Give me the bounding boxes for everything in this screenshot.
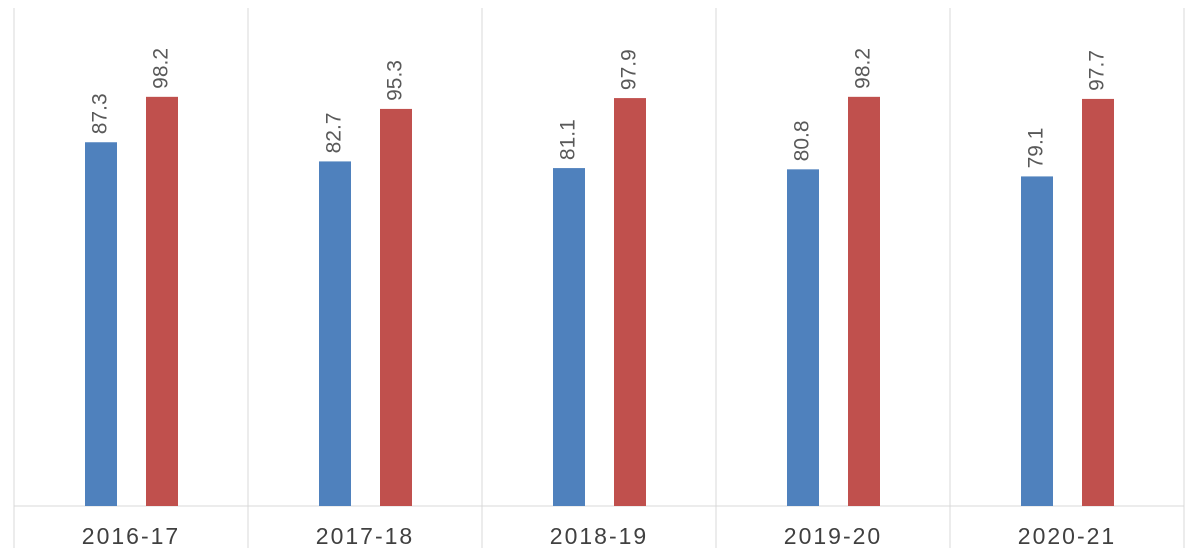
x-tick-label: 2018-19 bbox=[550, 523, 648, 549]
data-label: 82.7 bbox=[323, 113, 346, 154]
data-label: 81.1 bbox=[557, 119, 580, 160]
x-tick-label: 2016-17 bbox=[82, 523, 180, 549]
x-tick-label: 2017-18 bbox=[316, 523, 414, 549]
bar bbox=[146, 96, 178, 506]
bar bbox=[1082, 98, 1114, 507]
x-tick-label: 2019-20 bbox=[784, 523, 882, 549]
bar bbox=[848, 96, 880, 506]
bar bbox=[553, 168, 585, 507]
data-label: 95.3 bbox=[384, 60, 407, 101]
bar bbox=[319, 161, 351, 506]
data-label: 97.7 bbox=[1086, 50, 1109, 91]
data-label: 98.2 bbox=[150, 48, 173, 89]
data-label: 87.3 bbox=[89, 93, 112, 134]
x-tick-label: 2020-21 bbox=[1018, 523, 1116, 549]
bar bbox=[85, 142, 117, 506]
bar bbox=[787, 169, 819, 507]
data-label: 97.9 bbox=[618, 49, 641, 90]
data-label: 98.2 bbox=[852, 48, 875, 89]
data-label: 80.8 bbox=[791, 120, 814, 161]
data-label: 79.1 bbox=[1025, 128, 1048, 169]
bar bbox=[614, 98, 646, 506]
bar bbox=[380, 108, 412, 507]
bar bbox=[1021, 176, 1053, 506]
